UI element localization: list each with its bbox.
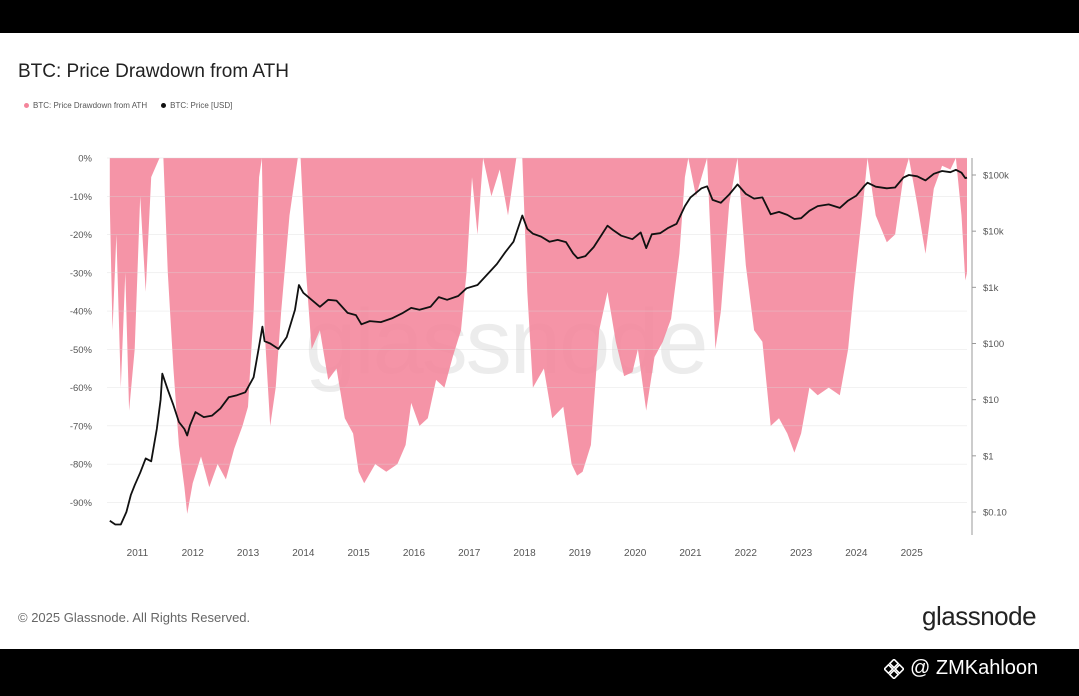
- legend-item-price[interactable]: BTC: Price [USD]: [161, 101, 232, 110]
- right-tick-label: $10: [983, 395, 999, 406]
- right-tick-label: $1: [983, 451, 994, 462]
- drawdown-area-layer: [109, 158, 968, 514]
- left-tick-label: -10%: [70, 192, 93, 203]
- x-tick-label: 2019: [569, 548, 592, 559]
- chart-svg: glassnode 0%-10%-20%-30%-40%-50%-60%-70%…: [70, 154, 1009, 560]
- x-tick-label: 2015: [348, 548, 371, 559]
- x-tick-label: 2022: [735, 548, 758, 559]
- left-tick-label: -80%: [70, 460, 93, 471]
- x-tick-label: 2013: [237, 548, 260, 559]
- x-tick-label: 2020: [624, 548, 647, 559]
- glassnode-logo: glassnode: [922, 601, 1037, 631]
- x-tick-label: 2017: [458, 548, 481, 559]
- legend-label-price: BTC: Price [USD]: [170, 101, 233, 110]
- legend: BTC: Price Drawdown from ATH BTC: Price …: [24, 101, 232, 110]
- right-tick-label: $0.10: [983, 508, 1007, 519]
- left-tick-label: -20%: [70, 230, 93, 241]
- left-tick-label: -70%: [70, 421, 93, 432]
- binance-icon: [884, 658, 904, 679]
- handle-text: @ ZMKahloon: [910, 657, 1039, 679]
- legend-item-drawdown[interactable]: BTC: Price Drawdown from ATH: [24, 101, 147, 110]
- axis-layer: 0% -10% -20% -30% -40% -50% -60% -70% -80% -90% $1…: [70, 154, 1009, 560]
- overlay-handle: @ ZMKahloon: [884, 657, 1038, 680]
- x-tick-label: 2012: [182, 548, 205, 559]
- copyright-text: © 2025 Glassnode. All Rights Reserved.: [18, 610, 251, 625]
- left-tick-label: -60%: [70, 383, 93, 394]
- left-tick-label: -30%: [70, 268, 93, 279]
- right-tick-label: $100: [983, 339, 1004, 350]
- x-tick-label: 2016: [403, 548, 426, 559]
- legend-swatch-drawdown: [24, 103, 29, 108]
- x-tick-label: 2024: [845, 548, 868, 559]
- x-tick-label: 2025: [901, 548, 924, 559]
- x-tick-label: 2018: [513, 548, 536, 559]
- chart-title: BTC: Price Drawdown from ATH: [18, 61, 289, 82]
- legend-label-drawdown: BTC: Price Drawdown from ATH: [33, 101, 148, 110]
- chart-frame: BTC: Price Drawdown from ATH BTC: Price …: [0, 33, 1079, 649]
- x-tick-label: 2023: [790, 548, 813, 559]
- x-tick-label: 2014: [292, 548, 315, 559]
- left-tick-label: -90%: [70, 498, 93, 509]
- x-tick-label: 2011: [127, 548, 149, 559]
- drawdown-area: [109, 158, 968, 514]
- left-tick-label: -50%: [70, 345, 93, 356]
- right-tick-label: $1k: [983, 283, 999, 294]
- right-tick-label: $10k: [983, 227, 1004, 238]
- legend-swatch-price: [161, 103, 167, 108]
- right-tick-label: $100k: [983, 171, 1009, 182]
- price-line-layer: [109, 168, 968, 526]
- price-line: [109, 168, 968, 526]
- x-tick-label: 2021: [679, 548, 702, 559]
- left-tick-label: -40%: [70, 307, 93, 318]
- left-tick-label: 0%: [78, 154, 92, 165]
